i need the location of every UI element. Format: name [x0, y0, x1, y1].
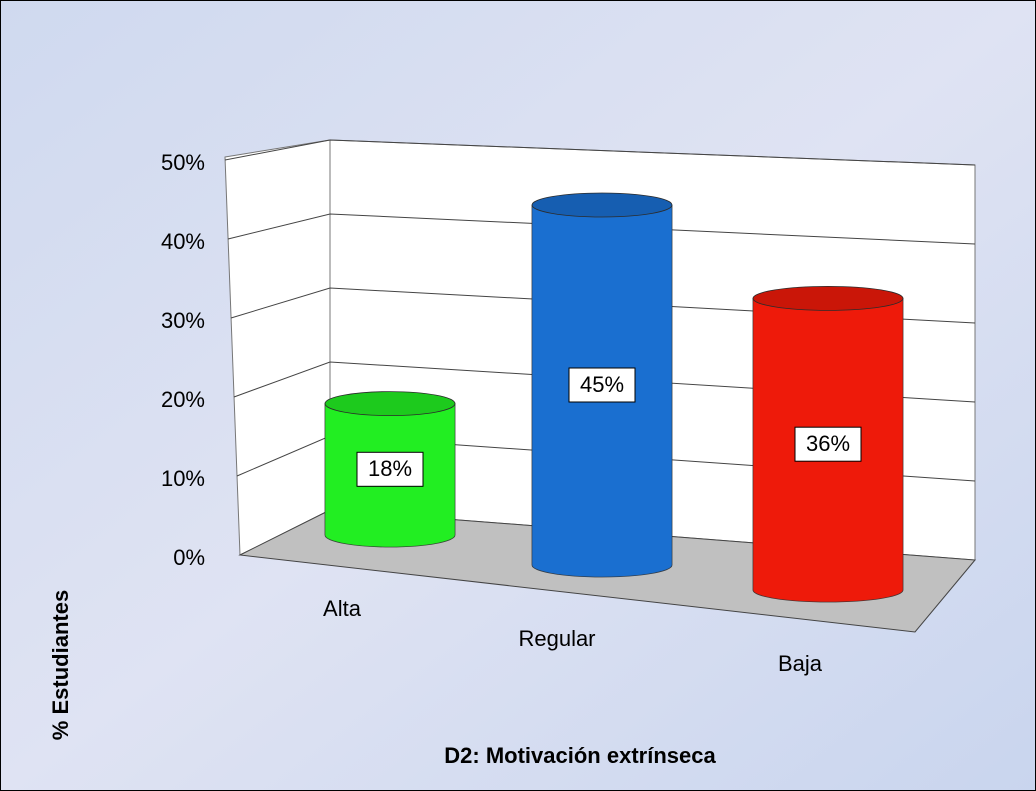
- x-tick-label: Regular: [518, 626, 595, 651]
- x-axis-title: D2: Motivación extrínseca: [444, 743, 716, 768]
- value-label: 36%: [806, 431, 850, 456]
- y-tick-label: 40%: [161, 229, 205, 254]
- grid-line: [227, 213, 976, 245]
- bar-top: [324, 391, 456, 417]
- y-axis-title: % Estudiantes: [48, 590, 73, 740]
- y-tick-label: 20%: [161, 387, 205, 412]
- y-tick-label: 10%: [161, 466, 205, 491]
- side-wall: [224, 139, 331, 556]
- grid-line: [224, 139, 976, 166]
- y-tick-label: 0%: [173, 545, 205, 570]
- y-tick-label: 30%: [161, 308, 205, 333]
- value-label-box: [356, 451, 424, 487]
- x-tick-label: Baja: [778, 651, 823, 676]
- value-label-box: [794, 426, 862, 462]
- y-tick-label: 50%: [161, 150, 205, 175]
- bar-top: [752, 285, 904, 311]
- value-label-box: [568, 367, 636, 403]
- x-tick-label: Alta: [323, 596, 362, 621]
- bar-top: [531, 192, 673, 218]
- value-label: 18%: [368, 456, 412, 481]
- value-label: 45%: [580, 372, 624, 397]
